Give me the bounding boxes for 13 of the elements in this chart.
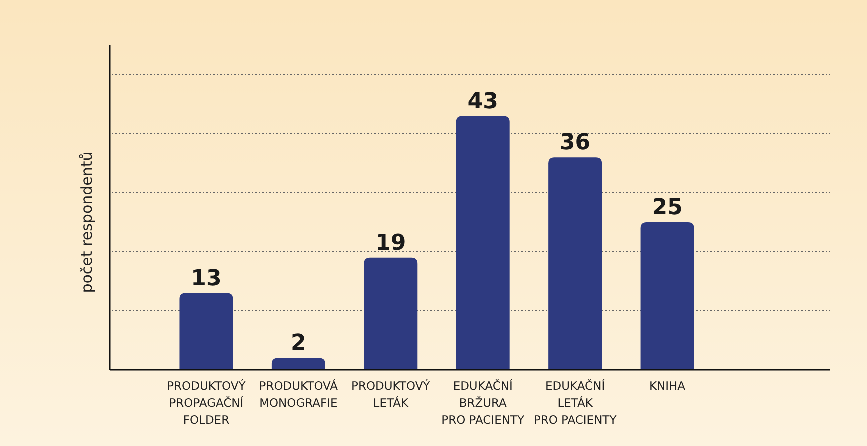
data-label: 13 [191, 266, 222, 292]
data-label: 43 [468, 89, 498, 114]
x-tick-label: EDUKAČNÍ LETÁK PRO PACIENTY [534, 379, 618, 427]
data-label: 19 [376, 230, 406, 256]
x-tick-label: PRODUKTOVÝ PROPAGAČNÍ FOLDER [167, 379, 247, 427]
data-label: 25 [652, 196, 683, 220]
x-tick-label: PRODUKTOVÁ MONOGRAFIE [259, 379, 338, 410]
x-tick-label: KNIHA [650, 379, 686, 393]
data-label: 2 [291, 331, 306, 356]
y-axis-title: počet respondentů [78, 152, 96, 294]
x-tick-label: EDUKAČNÍ BRŽURA PRO PACIENTY [442, 379, 526, 427]
x-tick-label: PRODUKTOVÝ LETÁK [352, 379, 432, 410]
data-label: 36 [560, 130, 591, 156]
